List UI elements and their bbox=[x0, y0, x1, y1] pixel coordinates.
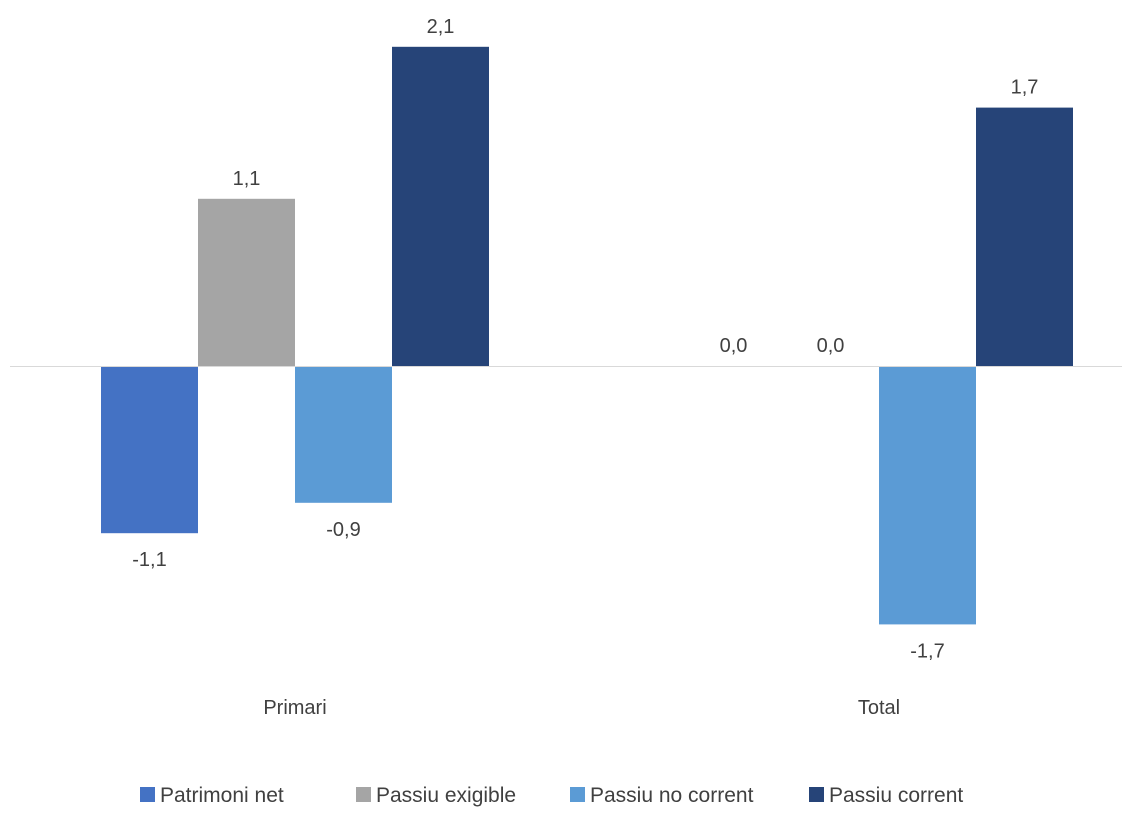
bar-primari-passiu-no-corrent bbox=[295, 366, 392, 503]
legend-swatch bbox=[809, 787, 824, 802]
data-label-primari-passiu-exigible: 1,1 bbox=[233, 168, 261, 190]
category-label-primari: Primari bbox=[263, 697, 326, 719]
legend-label: Patrimoni net bbox=[160, 784, 284, 807]
legend-label: Passiu exigible bbox=[376, 784, 516, 807]
data-label-total-passiu-exigible: 0,0 bbox=[817, 335, 845, 357]
data-label-primari-patrimoni-net: -1,1 bbox=[132, 549, 166, 571]
legend-item-passiu-corrent: Passiu corrent bbox=[809, 784, 963, 807]
data-label-primari-passiu-no-corrent: -0,9 bbox=[326, 519, 360, 541]
data-label-total-patrimoni-net: 0,0 bbox=[720, 335, 748, 357]
bars-layer bbox=[101, 46, 1073, 625]
bar-primari-passiu-corrent bbox=[392, 46, 489, 367]
legend-swatch bbox=[356, 787, 371, 802]
legend-item-passiu-exigible: Passiu exigible bbox=[356, 784, 516, 807]
data-label-total-passiu-corrent: 1,7 bbox=[1011, 77, 1039, 99]
data-label-primari-passiu-corrent: 2,1 bbox=[427, 16, 455, 38]
category-label-total: Total bbox=[858, 697, 900, 719]
bar-total-passiu-corrent bbox=[976, 107, 1073, 366]
legend: Patrimoni net Passiu exigible Passiu no co… bbox=[140, 784, 963, 807]
bar-primari-passiu-exigible bbox=[198, 198, 295, 366]
legend-item-passiu-no-corrent: Passiu no corrent bbox=[570, 784, 754, 807]
legend-item-patrimoni-net: Patrimoni net bbox=[140, 784, 284, 807]
category-axis-labels: Primari Total bbox=[263, 697, 900, 719]
data-label-total-passiu-no-corrent: -1,7 bbox=[910, 640, 944, 662]
data-labels-layer: -1,1 1,1 -0,9 2,1 0,0 0,0 -1,7 1,7 bbox=[132, 16, 1038, 663]
legend-label: Passiu corrent bbox=[829, 784, 963, 807]
legend-swatch bbox=[140, 787, 155, 802]
legend-swatch bbox=[570, 787, 585, 802]
bar-total-passiu-no-corrent bbox=[879, 366, 976, 625]
legend-label: Passiu no corrent bbox=[590, 784, 754, 807]
bar-primari-patrimoni-net bbox=[101, 366, 198, 534]
